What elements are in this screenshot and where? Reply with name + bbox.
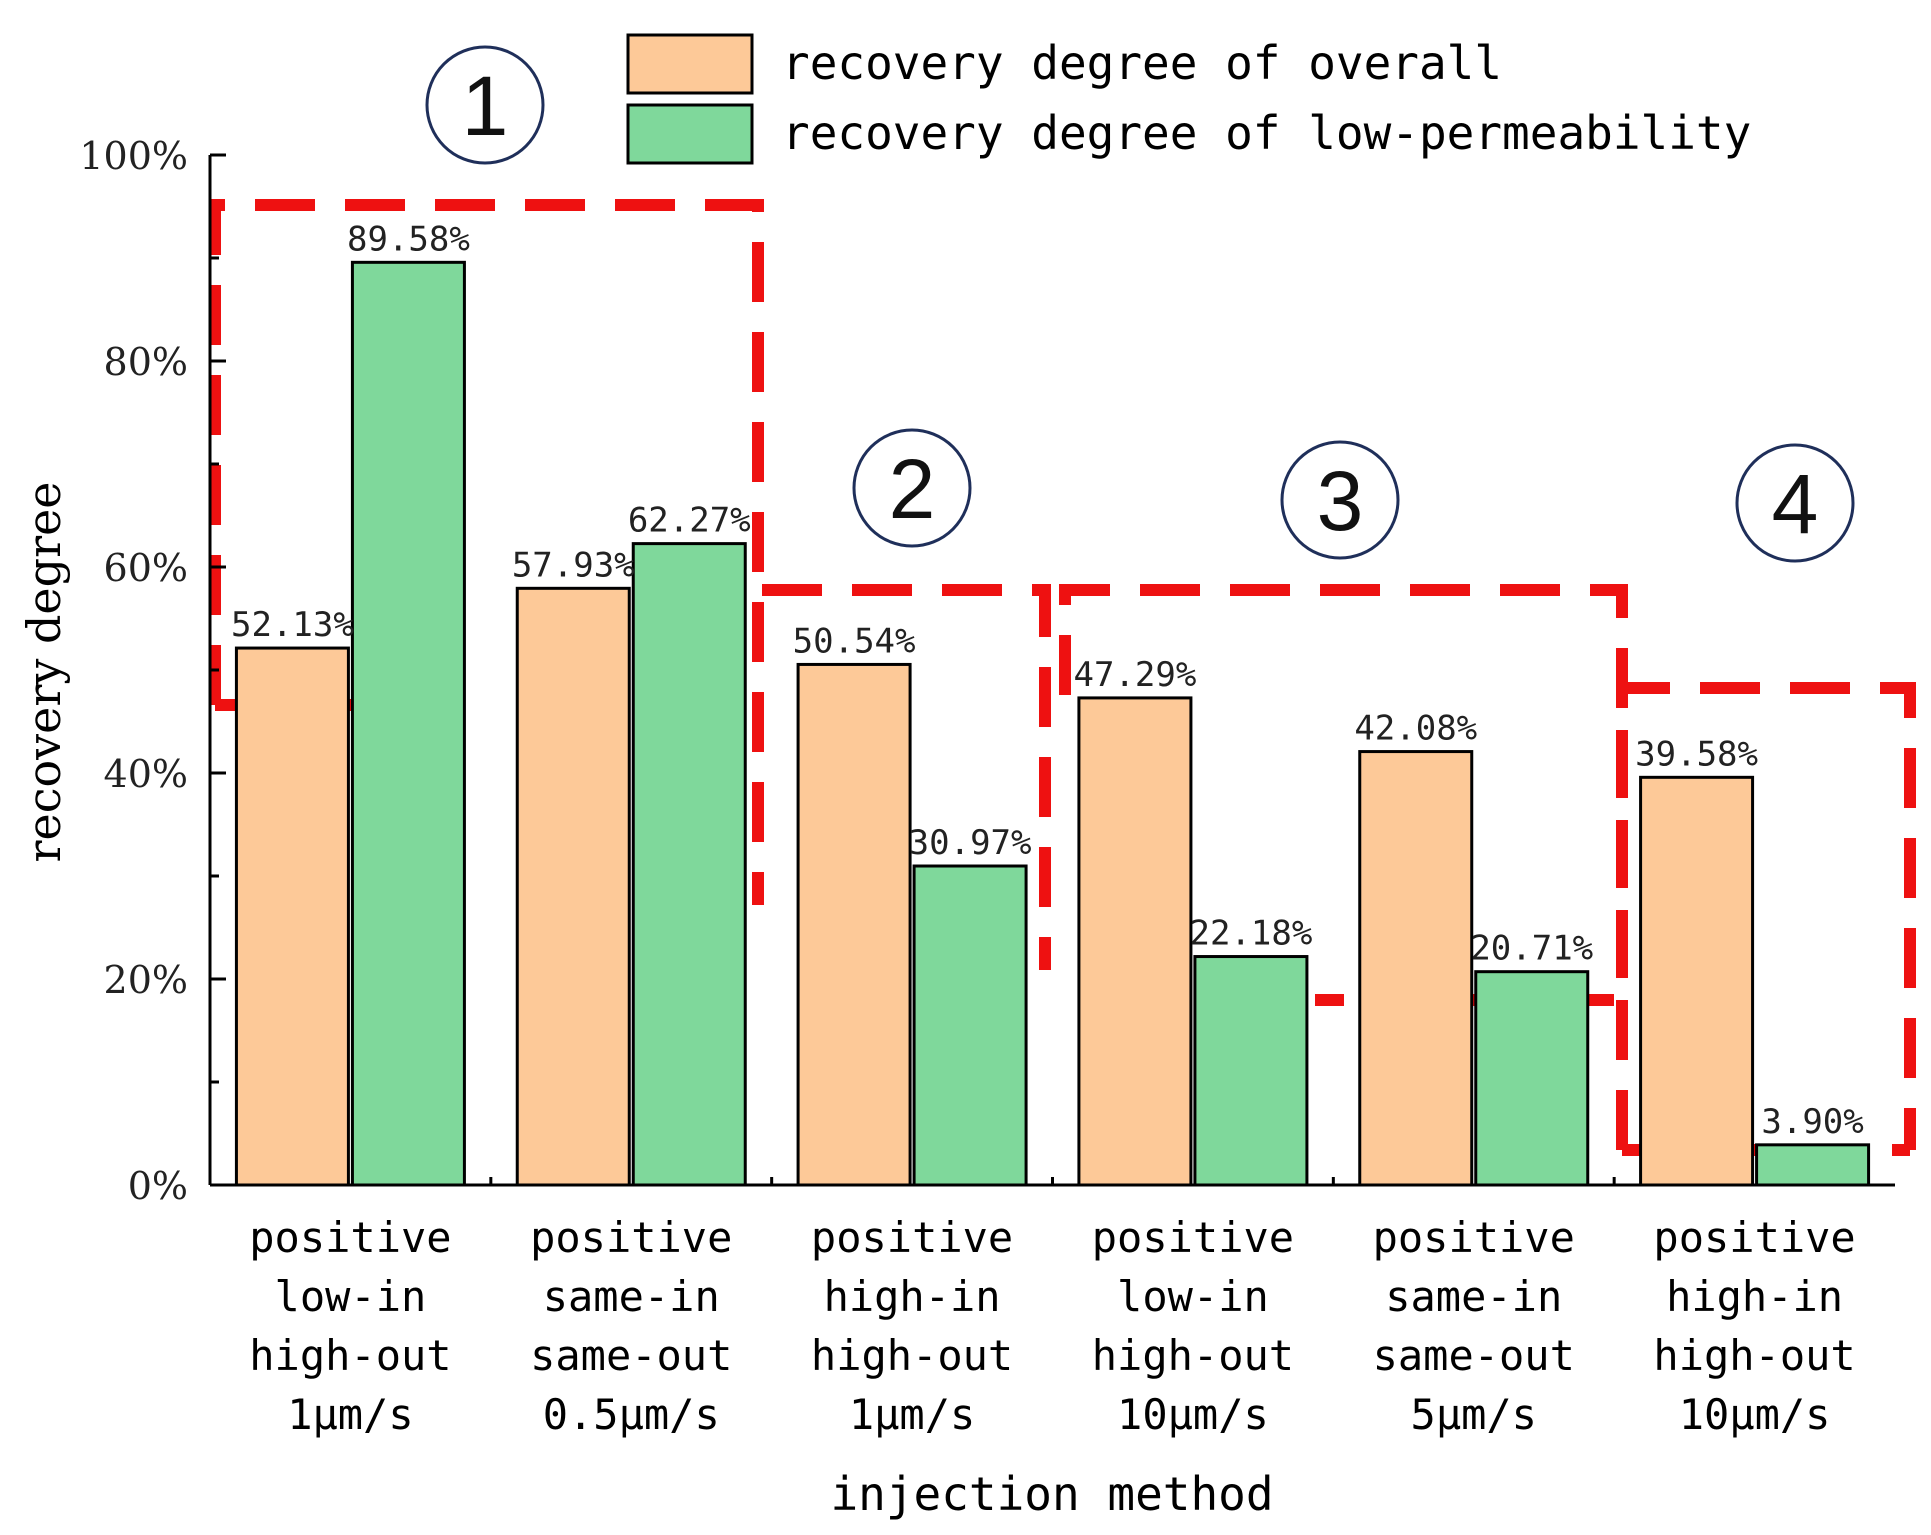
legend: recovery degree of overall recovery degre…: [626, 33, 1751, 165]
x-axis-title: injection method: [830, 1467, 1273, 1521]
value-label: 22.18%: [1190, 914, 1313, 954]
group-marker-number: 3: [1317, 454, 1364, 548]
group-marker-number: 1: [462, 59, 509, 153]
category-label-line: high-out: [1092, 1331, 1294, 1380]
y-tick-label: 0%: [128, 1164, 188, 1208]
value-label: 50.54%: [793, 621, 916, 661]
group-marker-number: 4: [1772, 457, 1819, 551]
bar-low-permeability: [1474, 970, 1590, 1187]
group-marker-circle: [852, 428, 972, 548]
value-label: 42.08%: [1354, 709, 1477, 749]
y-ticks: 0% 20% 40% 60% 80% 100%: [79, 134, 1616, 1208]
category-label-line: same-in: [1385, 1272, 1562, 1321]
y-axis-title: recovery degree: [17, 481, 71, 862]
value-label: 89.58%: [347, 219, 470, 259]
category-label-line: 1μm/s: [849, 1390, 975, 1439]
group-marker-circle: [425, 45, 545, 165]
y-tick-label: 80%: [104, 340, 188, 384]
legend-label: recovery degree of overall: [782, 36, 1502, 90]
category-label-line: 5μm/s: [1411, 1390, 1537, 1439]
y-tick-label: 100%: [79, 134, 188, 178]
value-labels: 52.13% 89.58% 57.93%62.27% 50.54% 30.97% 47.2…: [231, 219, 1864, 1142]
highlight-box-2: [762, 584, 1051, 970]
bar-low-permeability: [1755, 1143, 1871, 1187]
bar-low-permeability: [350, 260, 466, 1187]
value-label: 30.97%: [909, 823, 1032, 863]
bar-overall: [1077, 696, 1193, 1187]
category-label-line: positive: [530, 1213, 732, 1262]
group-number-markers: 1 2 3 4: [425, 45, 1855, 563]
category-label-line: high-out: [1653, 1331, 1855, 1380]
value-label: 52.13%: [231, 605, 354, 645]
bar-overall: [234, 646, 350, 1187]
category-label-line: positive: [1373, 1213, 1575, 1262]
y-tick-label: 40%: [104, 752, 188, 796]
category-label-line: positive: [249, 1213, 451, 1262]
y-tick-label: 60%: [104, 546, 188, 590]
highlight-box-1: [209, 199, 764, 905]
legend-label: recovery degree of low-permeability: [782, 106, 1751, 160]
category-label-line: high-out: [249, 1331, 451, 1380]
category-labels: positive low-in high-out 1μm/s positive same-…: [249, 1213, 1855, 1439]
y-tick-label: 20%: [104, 958, 188, 1002]
highlight-box-4: [1616, 682, 1916, 1150]
value-label: 3.90%: [1761, 1102, 1863, 1142]
category-label-line: same-in: [543, 1272, 720, 1321]
category-label-line: 1μm/s: [287, 1390, 413, 1439]
category-label-line: positive: [1092, 1213, 1294, 1262]
category-label-line: 0.5μm/s: [543, 1390, 720, 1439]
category-label-line: low-in: [1117, 1272, 1269, 1321]
value-label: 62.27%: [628, 501, 751, 541]
category-label-line: high-out: [811, 1331, 1013, 1380]
group-marker-circle: [1735, 443, 1855, 563]
category-label-line: 10μm/s: [1679, 1390, 1831, 1439]
value-label: 20.71%: [1470, 929, 1593, 969]
group-marker-circle: [1280, 440, 1400, 560]
group-marker-number: 2: [889, 442, 936, 536]
category-label-line: positive: [811, 1213, 1013, 1262]
value-label: 57.93%: [512, 545, 635, 585]
category-label-line: same-out: [530, 1331, 732, 1380]
category-label-line: high-in: [1666, 1272, 1843, 1321]
bar-overall: [1358, 750, 1474, 1187]
legend-swatch-overall: [626, 33, 754, 95]
category-label-line: same-out: [1373, 1331, 1575, 1380]
category-label-line: high-in: [824, 1272, 1001, 1321]
legend-swatch-low-permeability: [626, 103, 754, 165]
category-label-line: 10μm/s: [1117, 1390, 1269, 1439]
value-label: 39.58%: [1635, 734, 1758, 774]
bar-overall: [1639, 775, 1755, 1187]
category-label-line: low-in: [275, 1272, 427, 1321]
bar-overall: [796, 662, 912, 1187]
bar-low-permeability: [631, 542, 747, 1187]
value-label: 47.29%: [1074, 655, 1197, 695]
bars: [234, 260, 1871, 1187]
bar-low-permeability: [1193, 955, 1309, 1187]
bar-overall: [515, 586, 631, 1187]
category-label-line: positive: [1653, 1213, 1855, 1262]
bar-low-permeability: [912, 864, 1028, 1187]
